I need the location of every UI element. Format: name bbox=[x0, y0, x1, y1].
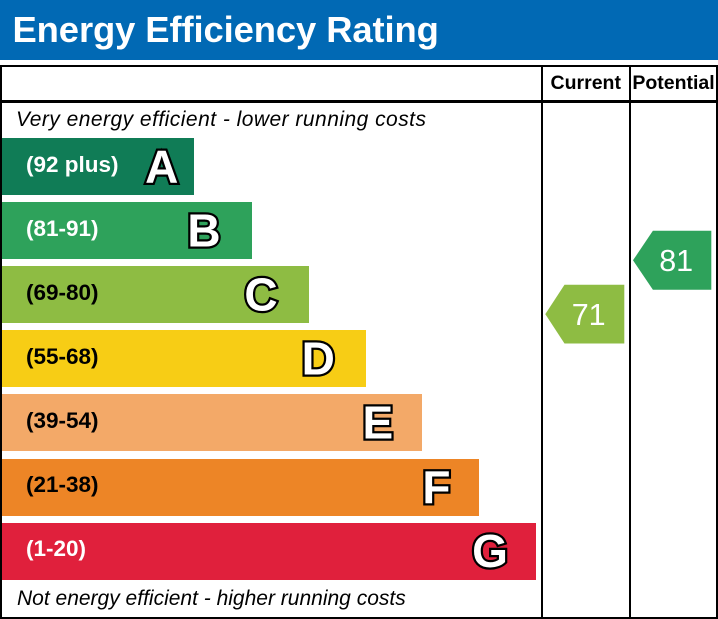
svg-text:F: F bbox=[422, 461, 450, 513]
svg-text:G: G bbox=[472, 525, 508, 577]
svg-text:B: B bbox=[187, 204, 220, 256]
svg-text:D: D bbox=[302, 333, 335, 385]
svg-text:E: E bbox=[363, 397, 394, 449]
svg-text:71: 71 bbox=[572, 298, 606, 332]
svg-text:81: 81 bbox=[659, 244, 693, 278]
svg-text:A: A bbox=[145, 140, 178, 192]
svg-text:C: C bbox=[244, 269, 277, 321]
